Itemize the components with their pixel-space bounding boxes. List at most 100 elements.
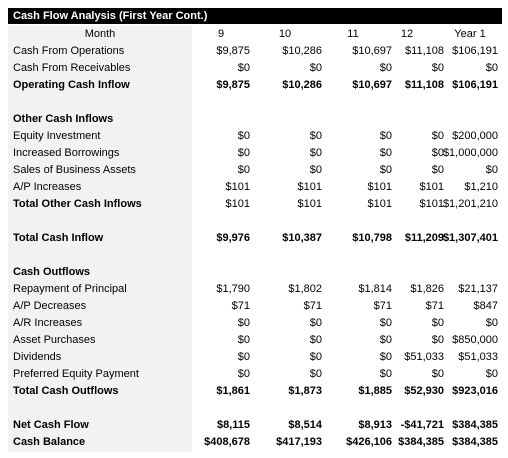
- cell-value: $0: [379, 368, 392, 380]
- table-row: Sales of Business Assets $0 $0 $0 $0 $0: [8, 162, 502, 179]
- cell-value: $1,000,000: [442, 147, 498, 159]
- row-label: Asset Purchases: [13, 334, 96, 346]
- cell-value: $1,873: [288, 385, 322, 397]
- cell-value: $0: [237, 62, 250, 74]
- cell-value: $0: [309, 317, 322, 329]
- cell-value: $1,790: [216, 283, 250, 295]
- row-label: Cash From Receivables: [13, 62, 131, 74]
- cell-value: $0: [309, 62, 322, 74]
- cell-value: $0: [379, 351, 392, 363]
- cell-value: $850,000: [452, 334, 498, 346]
- table-row: Net Cash Flow $8,115 $8,514 $8,913 -$41,…: [8, 417, 502, 434]
- cell-value: $101: [419, 181, 444, 193]
- cell-value: $923,016: [452, 385, 498, 397]
- header-col-11: 11: [347, 28, 359, 40]
- table-row: Cash From Receivables $0 $0 $0 $0 $0: [8, 60, 502, 77]
- cell-value: $0: [309, 147, 322, 159]
- row-label: A/P Increases: [13, 181, 82, 193]
- row-label: Preferred Equity Payment: [13, 368, 139, 380]
- cell-value: $0: [485, 164, 498, 176]
- cell-value: $0: [309, 334, 322, 346]
- row-label: Net Cash Flow: [13, 419, 89, 431]
- cell-value: $1,802: [288, 283, 322, 295]
- cell-value: $0: [485, 368, 498, 380]
- cell-value: $0: [237, 164, 250, 176]
- cell-value: $9,875: [216, 79, 250, 91]
- table-row: Equity Investment $0 $0 $0 $0 $200,000: [8, 128, 502, 145]
- cell-value: $106,191: [452, 45, 498, 57]
- spacer-row: [8, 213, 502, 230]
- section-label: Cash Outflows: [13, 266, 91, 278]
- table-row: Preferred Equity Payment $0 $0 $0 $0 $0: [8, 366, 502, 383]
- cell-value: $106,191: [452, 79, 498, 91]
- header-col-10: 10: [278, 28, 292, 40]
- cell-value: $0: [485, 317, 498, 329]
- cell-value: $11,209: [404, 232, 444, 244]
- spacer-row: [8, 400, 502, 417]
- cell-value: $101: [419, 198, 444, 210]
- cell-value: $10,286: [282, 45, 322, 57]
- cell-value: $0: [309, 164, 322, 176]
- row-label: Cash From Operations: [13, 45, 125, 57]
- table-grid: Month 9 10 11 12 Year 1 Cash From Operat…: [8, 26, 502, 451]
- cell-value: $101: [225, 198, 250, 210]
- cell-value: $1,814: [358, 283, 392, 295]
- cell-value: $0: [379, 130, 392, 142]
- row-label: Dividends: [13, 351, 62, 363]
- row-label: A/R Increases: [13, 317, 83, 329]
- cell-value: $10,798: [352, 232, 392, 244]
- cell-value: $417,193: [276, 436, 322, 448]
- cell-value: $0: [237, 334, 250, 346]
- cell-value: $101: [297, 181, 322, 193]
- cell-value: $0: [379, 334, 392, 346]
- cell-value: $8,115: [216, 419, 250, 431]
- cell-value: $10,387: [282, 232, 322, 244]
- cell-value: $0: [379, 317, 392, 329]
- row-label: A/P Decreases: [13, 300, 87, 312]
- row-label: Total Cash Outflows: [13, 385, 119, 397]
- cell-value: $11,108: [404, 79, 444, 91]
- cell-value: $1,885: [358, 385, 392, 397]
- cell-value: $9,875: [216, 45, 250, 57]
- table-row: A/P Increases $101 $101 $101 $101 $1,210: [8, 179, 502, 196]
- cell-value: $0: [379, 62, 392, 74]
- cell-value: $71: [231, 300, 250, 312]
- table-row: Dividends $0 $0 $0 $51,033 $51,033: [8, 349, 502, 366]
- table-row: Increased Borrowings $0 $0 $0 $0 $1,000,…: [8, 145, 502, 162]
- cell-value: $408,678: [204, 436, 250, 448]
- table-row: Total Cash Inflow $9,976 $10,387 $10,798…: [8, 230, 502, 247]
- cell-value: $71: [373, 300, 392, 312]
- cell-value: $0: [237, 351, 250, 363]
- row-label: Operating Cash Inflow: [13, 79, 130, 91]
- cell-value: $0: [485, 62, 498, 74]
- table-row: Total Cash Outflows $1,861 $1,873 $1,885…: [8, 383, 502, 400]
- row-label: Total Cash Inflow: [13, 232, 104, 244]
- section-label: Other Cash Inflows: [13, 113, 114, 125]
- cell-value: $0: [379, 164, 392, 176]
- table-row: Operating Cash Inflow $9,875 $10,286 $10…: [8, 77, 502, 94]
- section-header-row: Other Cash Inflows: [8, 111, 502, 128]
- cell-value: $0: [309, 351, 322, 363]
- cell-value: $0: [237, 130, 250, 142]
- cell-value: $52,930: [404, 385, 444, 397]
- table-row: Asset Purchases $0 $0 $0 $0 $850,000: [8, 332, 502, 349]
- header-col-year-1: Year 1: [454, 28, 486, 40]
- row-label: Equity Investment: [13, 130, 101, 142]
- cell-value: $847: [473, 300, 498, 312]
- cell-value: $1,826: [410, 283, 444, 295]
- table-row: Total Other Cash Inflows $101 $101 $101 …: [8, 196, 502, 213]
- table-row: A/R Increases $0 $0 $0 $0 $0: [8, 315, 502, 332]
- cell-value: $1,201,210: [442, 198, 498, 210]
- row-label: Total Other Cash Inflows: [13, 198, 142, 210]
- cell-value: $384,385: [452, 436, 498, 448]
- cell-value: $101: [225, 181, 250, 193]
- cell-value: $0: [431, 317, 444, 329]
- cell-value: $10,697: [352, 45, 392, 57]
- cell-value: $101: [367, 181, 392, 193]
- row-label: Sales of Business Assets: [13, 164, 136, 176]
- cell-value: $9,976: [216, 232, 250, 244]
- cell-value: $0: [237, 317, 250, 329]
- cell-value: $200,000: [452, 130, 498, 142]
- cell-value: $384,385: [398, 436, 444, 448]
- cell-value: $51,033: [458, 351, 498, 363]
